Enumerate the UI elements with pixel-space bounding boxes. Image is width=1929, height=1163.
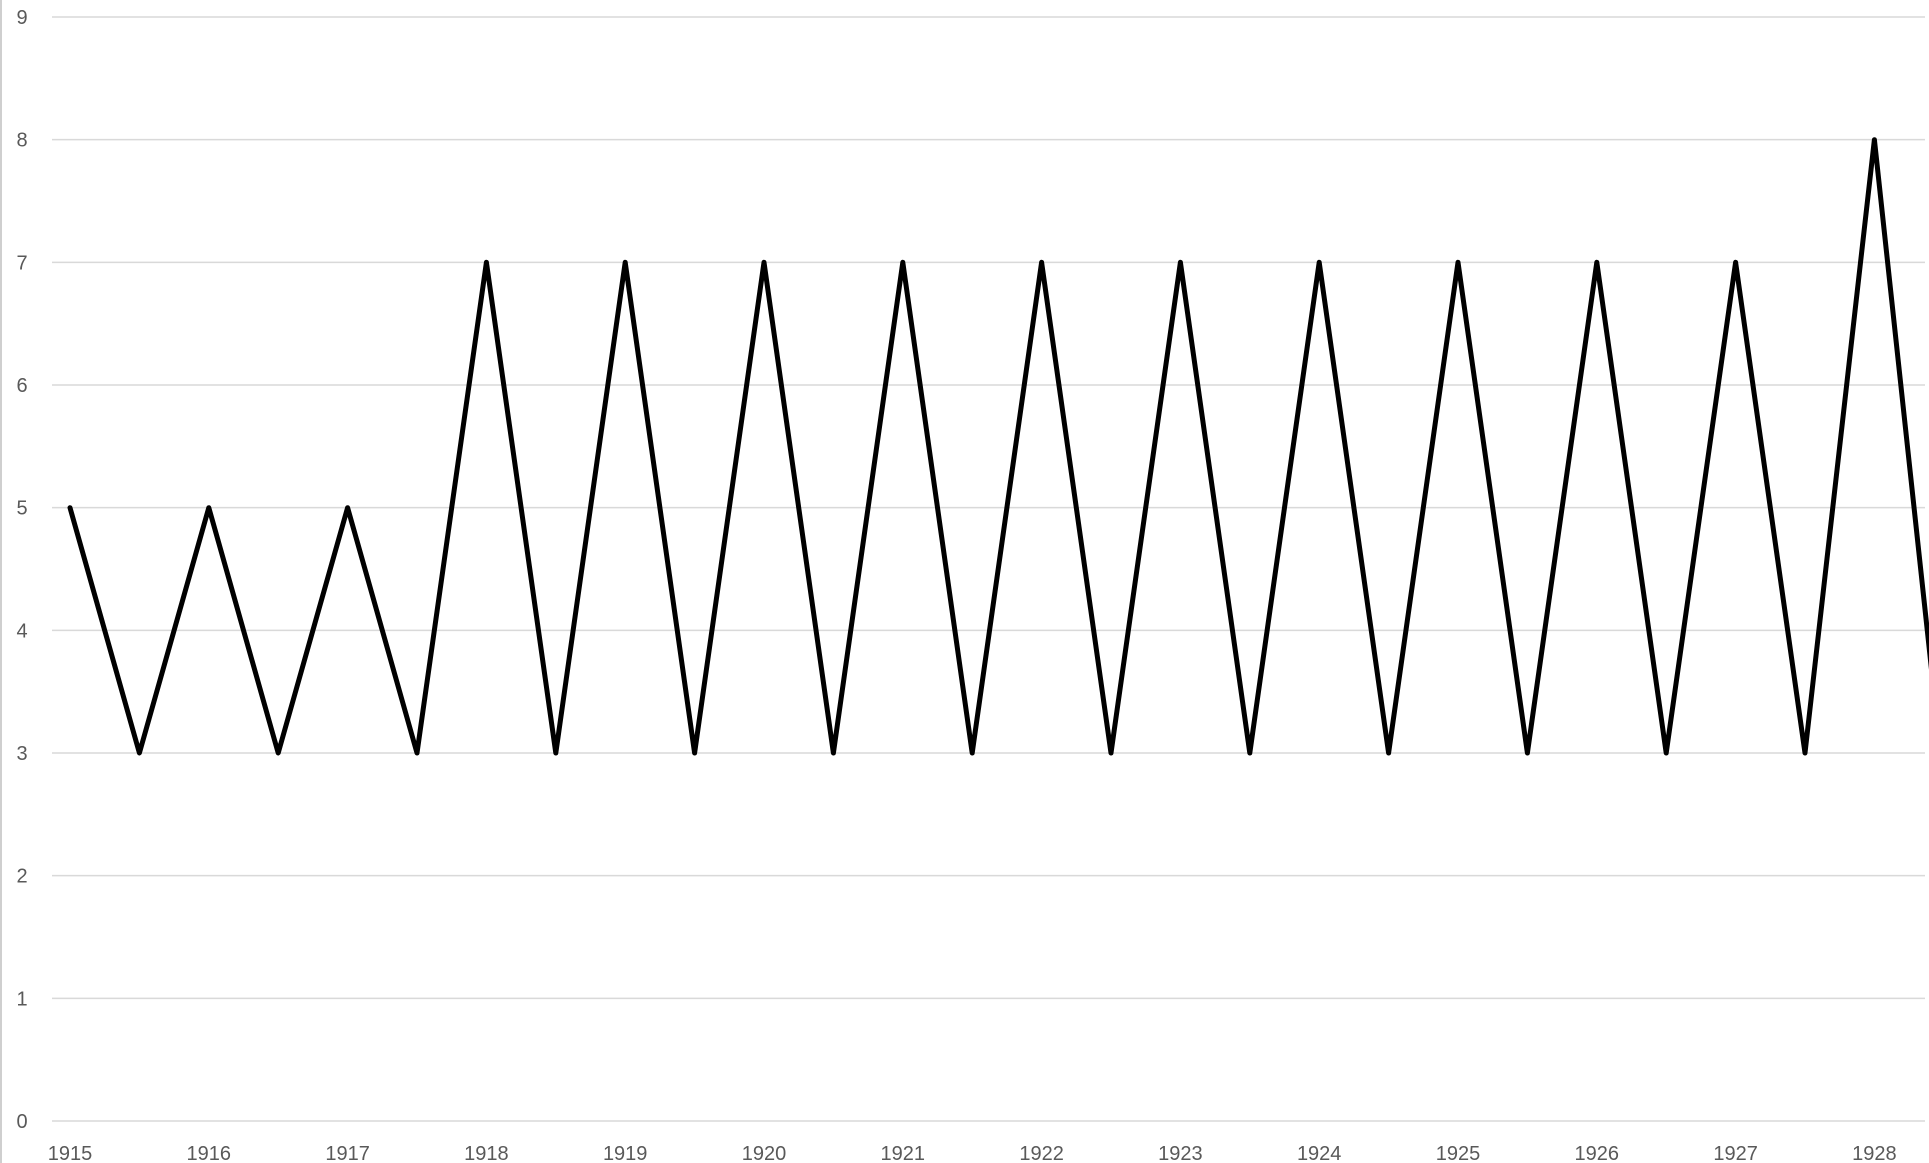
x-tick-label: 1918 xyxy=(464,1143,509,1163)
y-tick-label: 9 xyxy=(16,7,27,29)
x-tick-label: 1915 xyxy=(48,1143,93,1163)
y-tick-label: 3 xyxy=(16,743,27,765)
y-tick-label: 4 xyxy=(16,620,27,642)
x-tick-label: 1919 xyxy=(603,1143,648,1163)
x-tick-label: 1916 xyxy=(187,1143,232,1163)
x-tick-label: 1927 xyxy=(1713,1143,1758,1163)
x-tick-label: 1917 xyxy=(325,1143,370,1163)
y-tick-label: 2 xyxy=(16,866,27,888)
x-tick-label: 1922 xyxy=(1019,1143,1064,1163)
x-tick-label: 1926 xyxy=(1575,1143,1620,1163)
gridlines xyxy=(52,16,1925,1122)
series-line-0 xyxy=(67,137,1929,756)
y-tick-label: 7 xyxy=(16,252,27,274)
series-layer xyxy=(67,137,1929,756)
y-axis-ticks: 0 1 2 3 4 5 6 7 8 9 xyxy=(16,7,27,1133)
y-tick-label: 5 xyxy=(16,498,27,520)
y-tick-label: 0 xyxy=(16,1111,27,1133)
x-tick-label: 1923 xyxy=(1158,1143,1203,1163)
x-tick-label: 1928 xyxy=(1852,1143,1897,1163)
y-tick-label: 1 xyxy=(16,988,27,1010)
y-tick-label: 8 xyxy=(16,130,27,152)
x-tick-label: 1921 xyxy=(881,1143,926,1163)
x-axis-ticks: 1915 1916 1917 1918 1919 1920 1921 1922 1923 1924… xyxy=(48,1143,1897,1163)
x-tick-label: 1920 xyxy=(742,1143,787,1163)
x-tick-label: 1924 xyxy=(1297,1143,1342,1163)
x-tick-label: 1925 xyxy=(1436,1143,1481,1163)
y-tick-label: 6 xyxy=(16,375,27,397)
